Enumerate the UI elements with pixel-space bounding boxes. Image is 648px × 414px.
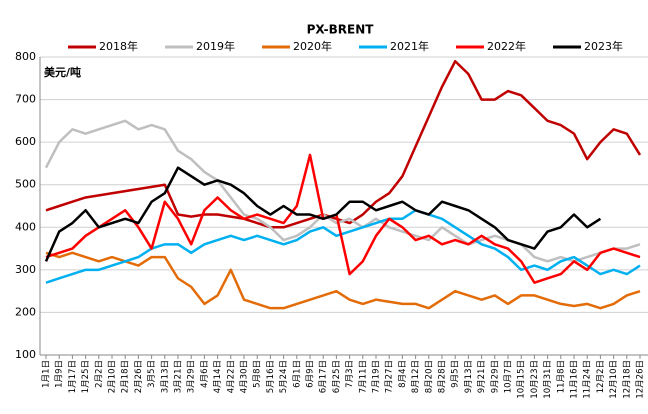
x-tick-label: 11月16日 (570, 360, 580, 399)
x-tick-label: 2月18日 (121, 360, 131, 393)
legend-label: 2022年 (487, 39, 526, 53)
x-tick-label: 3月29日 (187, 360, 197, 393)
y-tick-label: 800 (15, 50, 36, 63)
x-tick-label: 12月26日 (636, 360, 646, 399)
legend-label: 2020年 (293, 39, 332, 53)
x-tick-label: 12月18日 (622, 360, 632, 399)
x-tick-label: 4月6日 (200, 360, 210, 388)
x-tick-label: 3月5日 (147, 360, 157, 388)
x-tick-label: 10月15日 (517, 360, 527, 399)
x-tick-label: 6月25日 (332, 360, 342, 393)
x-tick-label: 10月31日 (543, 360, 553, 399)
x-tick-label: 2月10日 (108, 360, 118, 393)
series-line (44, 166, 602, 262)
series-line (44, 119, 641, 263)
x-tick-label: 6月1日 (292, 360, 302, 388)
x-tick-label: 7月3日 (345, 360, 355, 388)
x-tick-label: 8月28日 (438, 360, 448, 393)
x-tick-label: 9月5日 (451, 360, 461, 388)
x-tick-label: 8月20日 (424, 360, 434, 393)
legend-label: 2018年 (99, 39, 138, 53)
y-axis-label: 美元/吨 (44, 65, 81, 79)
x-tick-label: 7月11日 (358, 360, 368, 393)
x-tick-label: 11月24日 (583, 360, 593, 399)
x-tick-label: 12月2日 (596, 360, 606, 393)
x-tick-label: 12月10日 (609, 360, 619, 399)
legend-label: 2019年 (196, 39, 235, 53)
x-tick-label: 5月16日 (266, 360, 276, 393)
y-tick-label: 100 (15, 348, 36, 361)
x-tick-label: 1月17日 (68, 360, 78, 393)
x-tick-label: 9月21日 (477, 360, 487, 393)
x-tick-label: 4月30日 (240, 360, 250, 393)
x-tick-label: 4月14日 (213, 360, 223, 393)
x-tick-label: 1月25日 (81, 360, 91, 393)
x-tick-label: 4月22日 (226, 360, 236, 393)
x-tick-label: 1月9日 (55, 360, 65, 388)
x-tick-label: 6月9日 (306, 360, 316, 388)
x-tick-label: 8月4日 (398, 360, 408, 388)
x-tick-label: 10月7日 (504, 360, 514, 393)
x-tick-label: 8月12日 (411, 360, 421, 393)
x-tick-label: 7月27日 (385, 360, 395, 393)
x-tick-label: 2月26日 (134, 360, 144, 393)
x-tick-label: 7月19日 (372, 360, 382, 393)
legend-label: 2023年 (584, 39, 623, 53)
x-tick-label: 10月23日 (530, 360, 540, 399)
y-tick-label: 300 (15, 263, 36, 276)
y-tick-label: 500 (15, 178, 36, 191)
y-tick-label: 400 (15, 220, 36, 233)
series-line (45, 251, 641, 310)
x-tick-label: 6月17日 (319, 360, 329, 393)
y-tick-label: 200 (15, 305, 36, 318)
x-tick-label: 1月1日 (42, 360, 52, 388)
x-tick-label: 9月29日 (490, 360, 500, 393)
y-tick-label: 700 (15, 93, 36, 106)
x-tick-label: 9月13日 (464, 360, 474, 393)
x-tick-label: 2月2日 (94, 360, 104, 388)
series-line (45, 209, 641, 284)
x-tick-label: 5月24日 (279, 360, 289, 393)
series-line (45, 153, 641, 284)
x-tick-label: 11月8日 (556, 360, 566, 393)
x-tick-label: 3月13日 (160, 360, 170, 393)
x-tick-label: 3月21日 (174, 360, 184, 393)
x-tick-label: 5月8日 (253, 360, 263, 388)
legend-label: 2021年 (390, 39, 429, 53)
chart-title: PX-BRENT (307, 23, 375, 37)
y-tick-label: 600 (15, 135, 36, 148)
